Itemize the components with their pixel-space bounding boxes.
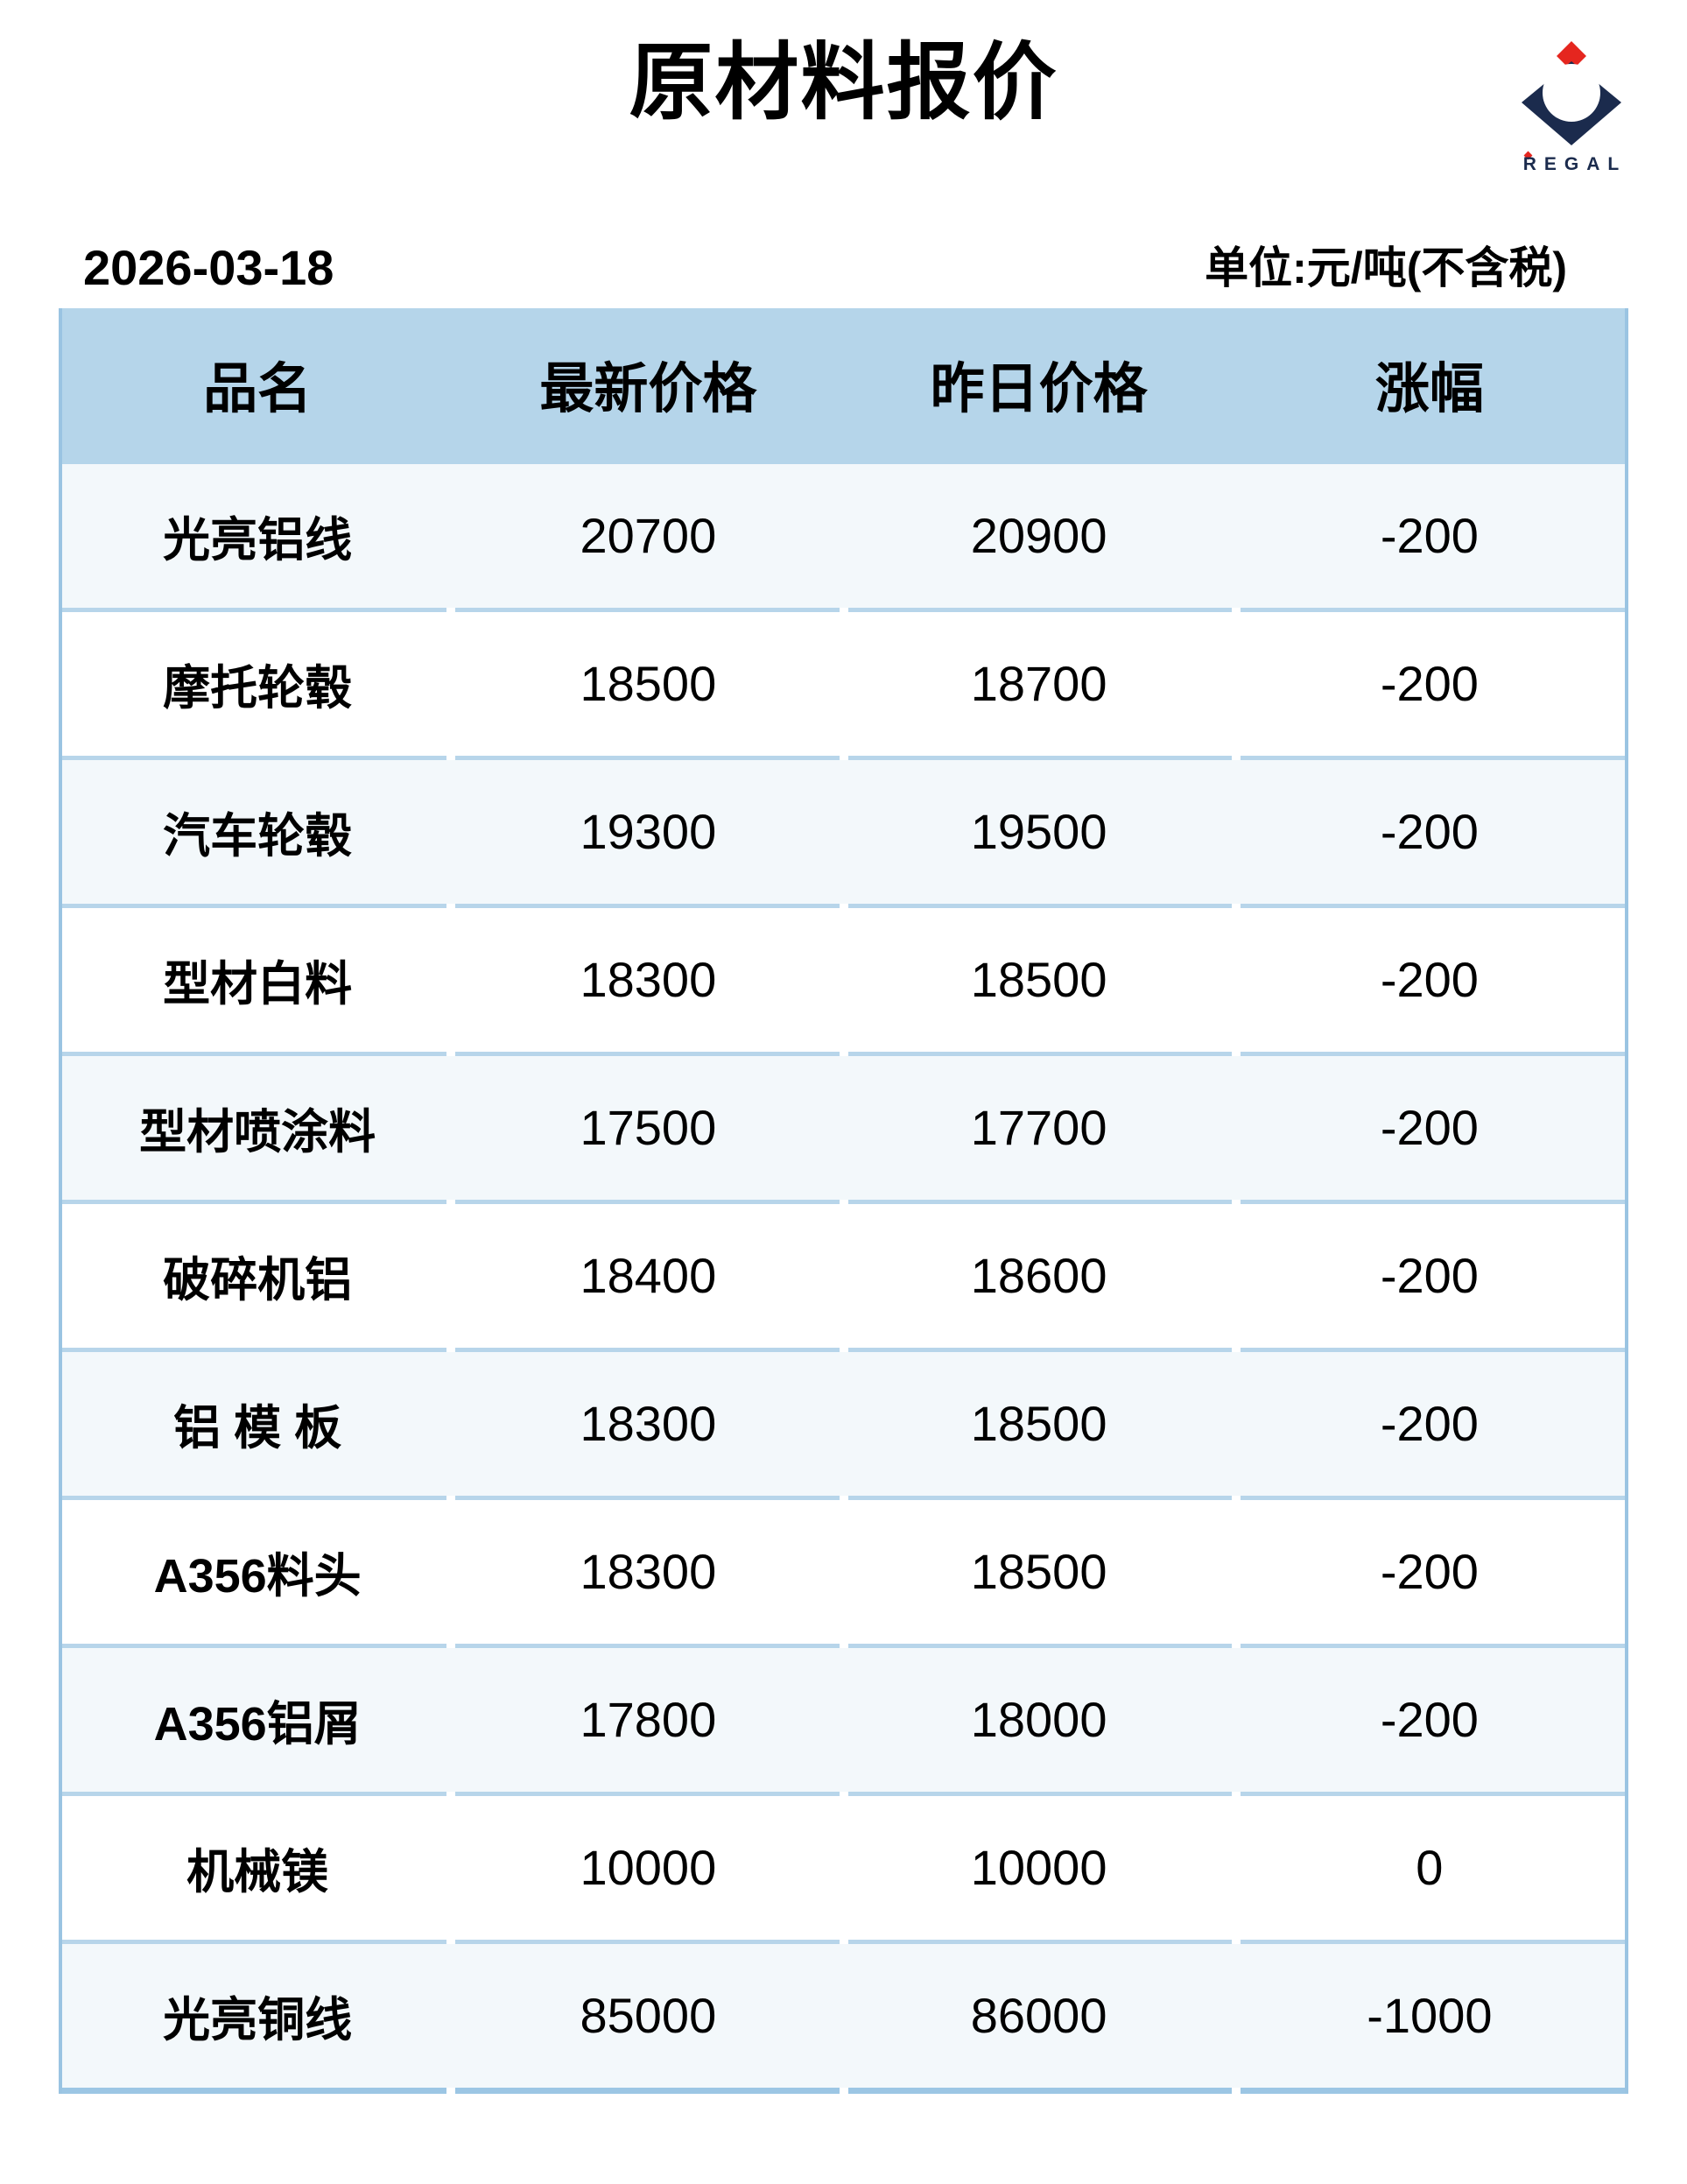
change-cell: -200 xyxy=(1380,804,1479,860)
table-row: 摩托轮毂 18500 18700 -200 xyxy=(62,611,1625,756)
table-row: A356铝屑 17800 18000 -200 xyxy=(62,1647,1625,1792)
table-row: 机械镁 10000 10000 0 xyxy=(62,1795,1625,1940)
latest-price-cell: 18300 xyxy=(580,952,717,1008)
row-separator xyxy=(62,1199,1625,1204)
latest-price-cell: 17800 xyxy=(580,1692,717,1748)
page-title: 原材料报价 xyxy=(629,36,1058,130)
row-separator xyxy=(62,1643,1625,1648)
yesterday-price-cell: 86000 xyxy=(970,1988,1107,2044)
yesterday-price-cell: 18600 xyxy=(970,1248,1107,1304)
price-table: 品名 最新价格 昨日价格 涨幅 光亮铝线 20700 20900 -200 摩托… xyxy=(59,307,1628,2094)
row-separator xyxy=(62,1939,1625,1944)
yesterday-price-cell: 17700 xyxy=(970,1100,1107,1156)
brand-logo: REGAL xyxy=(1517,23,1626,177)
row-separator xyxy=(62,1495,1625,1500)
table-row: 型材白料 18300 18500 -200 xyxy=(62,907,1625,1052)
table-row: 铝 模 板 18300 18500 -200 xyxy=(62,1351,1625,1496)
date-label: 2026-03-18 xyxy=(83,239,334,295)
product-name-cell: 光亮铜线 xyxy=(163,1994,353,2047)
column-header-yesterday-price: 昨日价格 xyxy=(930,359,1148,420)
table-row: 破碎机铝 18400 18600 -200 xyxy=(62,1203,1625,1348)
change-cell: -200 xyxy=(1380,1100,1479,1156)
row-separator xyxy=(62,1347,1625,1352)
latest-price-cell: 18300 xyxy=(580,1544,717,1600)
product-name-cell: 摩托轮毂 xyxy=(163,662,353,715)
latest-price-cell: 18400 xyxy=(580,1248,717,1304)
table-row: 型材喷涂料 17500 17700 -200 xyxy=(62,1055,1625,1200)
yesterday-price-cell: 18500 xyxy=(970,1396,1107,1452)
product-name-cell: A356铝屑 xyxy=(153,1698,362,1751)
product-name-cell: 汽车轮毂 xyxy=(163,810,353,863)
change-cell: -200 xyxy=(1380,1396,1479,1452)
row-separator xyxy=(62,2087,1625,2094)
table-row: 光亮铝线 20700 20900 -200 xyxy=(62,463,1625,608)
table-header-row: 品名 最新价格 昨日价格 涨幅 xyxy=(62,307,1625,460)
change-cell: -200 xyxy=(1380,508,1479,564)
row-separator xyxy=(62,607,1625,612)
table-row: A356料头 18300 18500 -200 xyxy=(62,1499,1625,1644)
product-name-cell: 型材喷涂料 xyxy=(139,1106,376,1159)
table-row: 光亮铜线 85000 86000 -1000 xyxy=(62,1943,1625,2088)
change-cell: -1000 xyxy=(1367,1988,1493,2044)
change-cell: -200 xyxy=(1380,952,1479,1008)
table-row: 汽车轮毂 19300 19500 -200 xyxy=(62,759,1625,904)
row-separator xyxy=(62,903,1625,908)
meta-row: 2026-03-18 单位:元/吨(不含税) xyxy=(83,233,1567,296)
column-header-product: 品名 xyxy=(203,359,313,420)
latest-price-cell: 18500 xyxy=(580,656,717,712)
yesterday-price-cell: 20900 xyxy=(970,508,1107,564)
latest-price-cell: 19300 xyxy=(580,804,717,860)
regal-diamond-icon: REGAL xyxy=(1522,41,1626,174)
yesterday-price-cell: 18500 xyxy=(970,952,1107,1008)
brand-name: REGAL xyxy=(1523,154,1626,174)
column-header-change: 涨幅 xyxy=(1374,359,1484,420)
product-name-cell: 铝 模 板 xyxy=(173,1402,342,1455)
change-cell: 0 xyxy=(1416,1840,1444,1896)
header-separator xyxy=(62,459,1625,464)
unit-label: 单位:元/吨(不含税) xyxy=(1205,243,1567,292)
yesterday-price-cell: 18700 xyxy=(970,656,1107,712)
column-header-latest-price: 最新价格 xyxy=(539,359,757,420)
yesterday-price-cell: 19500 xyxy=(970,804,1107,860)
change-cell: -200 xyxy=(1380,1692,1479,1748)
row-separator xyxy=(62,1051,1625,1056)
latest-price-cell: 10000 xyxy=(580,1840,717,1896)
latest-price-cell: 18300 xyxy=(580,1396,717,1452)
change-cell: -200 xyxy=(1380,1544,1479,1600)
change-cell: -200 xyxy=(1380,1248,1479,1304)
yesterday-price-cell: 18000 xyxy=(970,1692,1107,1748)
product-name-cell: 机械镁 xyxy=(186,1846,329,1899)
yesterday-price-cell: 10000 xyxy=(970,1840,1107,1896)
latest-price-cell: 85000 xyxy=(580,1988,717,2044)
product-name-cell: 破碎机铝 xyxy=(163,1254,353,1307)
row-separator xyxy=(62,1791,1625,1796)
product-name-cell: 型材白料 xyxy=(163,958,353,1011)
change-cell: -200 xyxy=(1380,656,1479,712)
product-name-cell: 光亮铝线 xyxy=(163,514,353,567)
latest-price-cell: 20700 xyxy=(580,508,717,564)
row-separator xyxy=(62,755,1625,760)
latest-price-cell: 17500 xyxy=(580,1100,717,1156)
table-body: 光亮铝线 20700 20900 -200 摩托轮毂 18500 18700 -… xyxy=(62,463,1625,2094)
product-name-cell: A356料头 xyxy=(153,1550,362,1603)
yesterday-price-cell: 18500 xyxy=(970,1544,1107,1600)
